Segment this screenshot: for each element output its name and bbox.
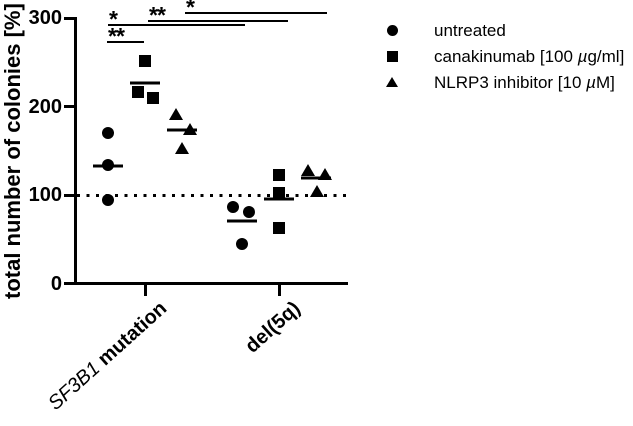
data-point-square xyxy=(273,187,285,200)
label-part: untreated xyxy=(434,20,506,40)
y-tick-label: 300 xyxy=(28,7,62,29)
label-part: SF3B1 xyxy=(43,357,105,415)
legend-swatch xyxy=(386,77,398,87)
legend-item: NLRP3 inhibitor [10 µM] xyxy=(380,69,624,95)
mean-bar xyxy=(301,176,331,180)
data-point-circle xyxy=(102,194,114,207)
data-point-square xyxy=(139,55,151,68)
significance-bar xyxy=(185,11,327,14)
significance-bar xyxy=(108,24,245,27)
label-part: µ xyxy=(586,72,596,92)
label-part: canakinumab [100 xyxy=(434,46,578,66)
data-point-circle xyxy=(243,205,255,218)
y-tick-label: 200 xyxy=(28,95,62,118)
significance-label: ** xyxy=(149,1,166,28)
legend-item-label: canakinumab [100 µg/ml] xyxy=(434,48,624,65)
y-tick xyxy=(64,105,74,108)
x-group-tick xyxy=(143,285,147,296)
label-part: M] xyxy=(595,72,615,92)
significance-bar xyxy=(107,40,144,43)
label-part: g/ml] xyxy=(587,46,625,66)
label-part: del(5q) xyxy=(241,297,306,358)
mean-bar xyxy=(130,81,160,85)
mean-bar xyxy=(167,128,197,131)
y-axis-title: total number of colonies [%] xyxy=(0,3,25,299)
data-point-circle xyxy=(102,158,114,171)
data-point-circle xyxy=(236,237,248,250)
data-point-circle xyxy=(227,201,239,214)
legend-marker-square-icon xyxy=(386,50,398,62)
x-group-label: SF3B1 mutation xyxy=(43,297,172,415)
significance-label: * xyxy=(186,0,195,20)
x-group-tick xyxy=(277,285,281,296)
legend-marker-circle-icon xyxy=(386,24,398,36)
data-point-square xyxy=(132,86,144,99)
data-point-triangle xyxy=(310,184,324,197)
data-point-triangle xyxy=(169,107,183,120)
y-tick xyxy=(64,16,74,20)
legend-swatch xyxy=(386,24,398,36)
data-point-square xyxy=(273,221,285,234)
x-group-label: del(5q) xyxy=(241,297,306,358)
x-axis-line xyxy=(74,282,348,285)
data-point-square xyxy=(273,168,285,181)
legend-item: untreated xyxy=(380,17,624,43)
label-part: NLRP3 inhibitor [10 xyxy=(434,72,587,92)
data-point-circle xyxy=(102,127,114,140)
label-part: mutation xyxy=(89,297,172,374)
data-point-triangle xyxy=(318,167,332,180)
y-tick-label: 0 xyxy=(50,272,62,295)
data-point-triangle xyxy=(183,122,197,135)
significance-bar xyxy=(148,19,288,22)
data-point-square xyxy=(147,91,159,104)
legend-swatch xyxy=(386,50,398,62)
data-point-triangle xyxy=(301,164,315,177)
legend-item-label: NLRP3 inhibitor [10 µM] xyxy=(434,74,615,91)
y-tick xyxy=(64,193,74,197)
y-tick-label: 100 xyxy=(28,184,62,206)
mean-bar xyxy=(227,219,257,223)
label-part: µ xyxy=(577,46,588,66)
legend-item-label: untreated xyxy=(434,22,506,39)
legend-marker-triangle-icon xyxy=(386,77,398,87)
significance-label: ** xyxy=(108,22,125,49)
significance-label: * xyxy=(109,6,118,33)
data-point-triangle xyxy=(175,142,189,155)
legend-item: canakinumab [100 µg/ml] xyxy=(380,43,624,69)
reference-line-dotted xyxy=(77,193,348,197)
y-axis-line xyxy=(74,17,77,285)
legend: untreated canakinumab [100 µg/ml] NLRP3 in… xyxy=(380,17,624,95)
y-tick xyxy=(64,282,74,285)
